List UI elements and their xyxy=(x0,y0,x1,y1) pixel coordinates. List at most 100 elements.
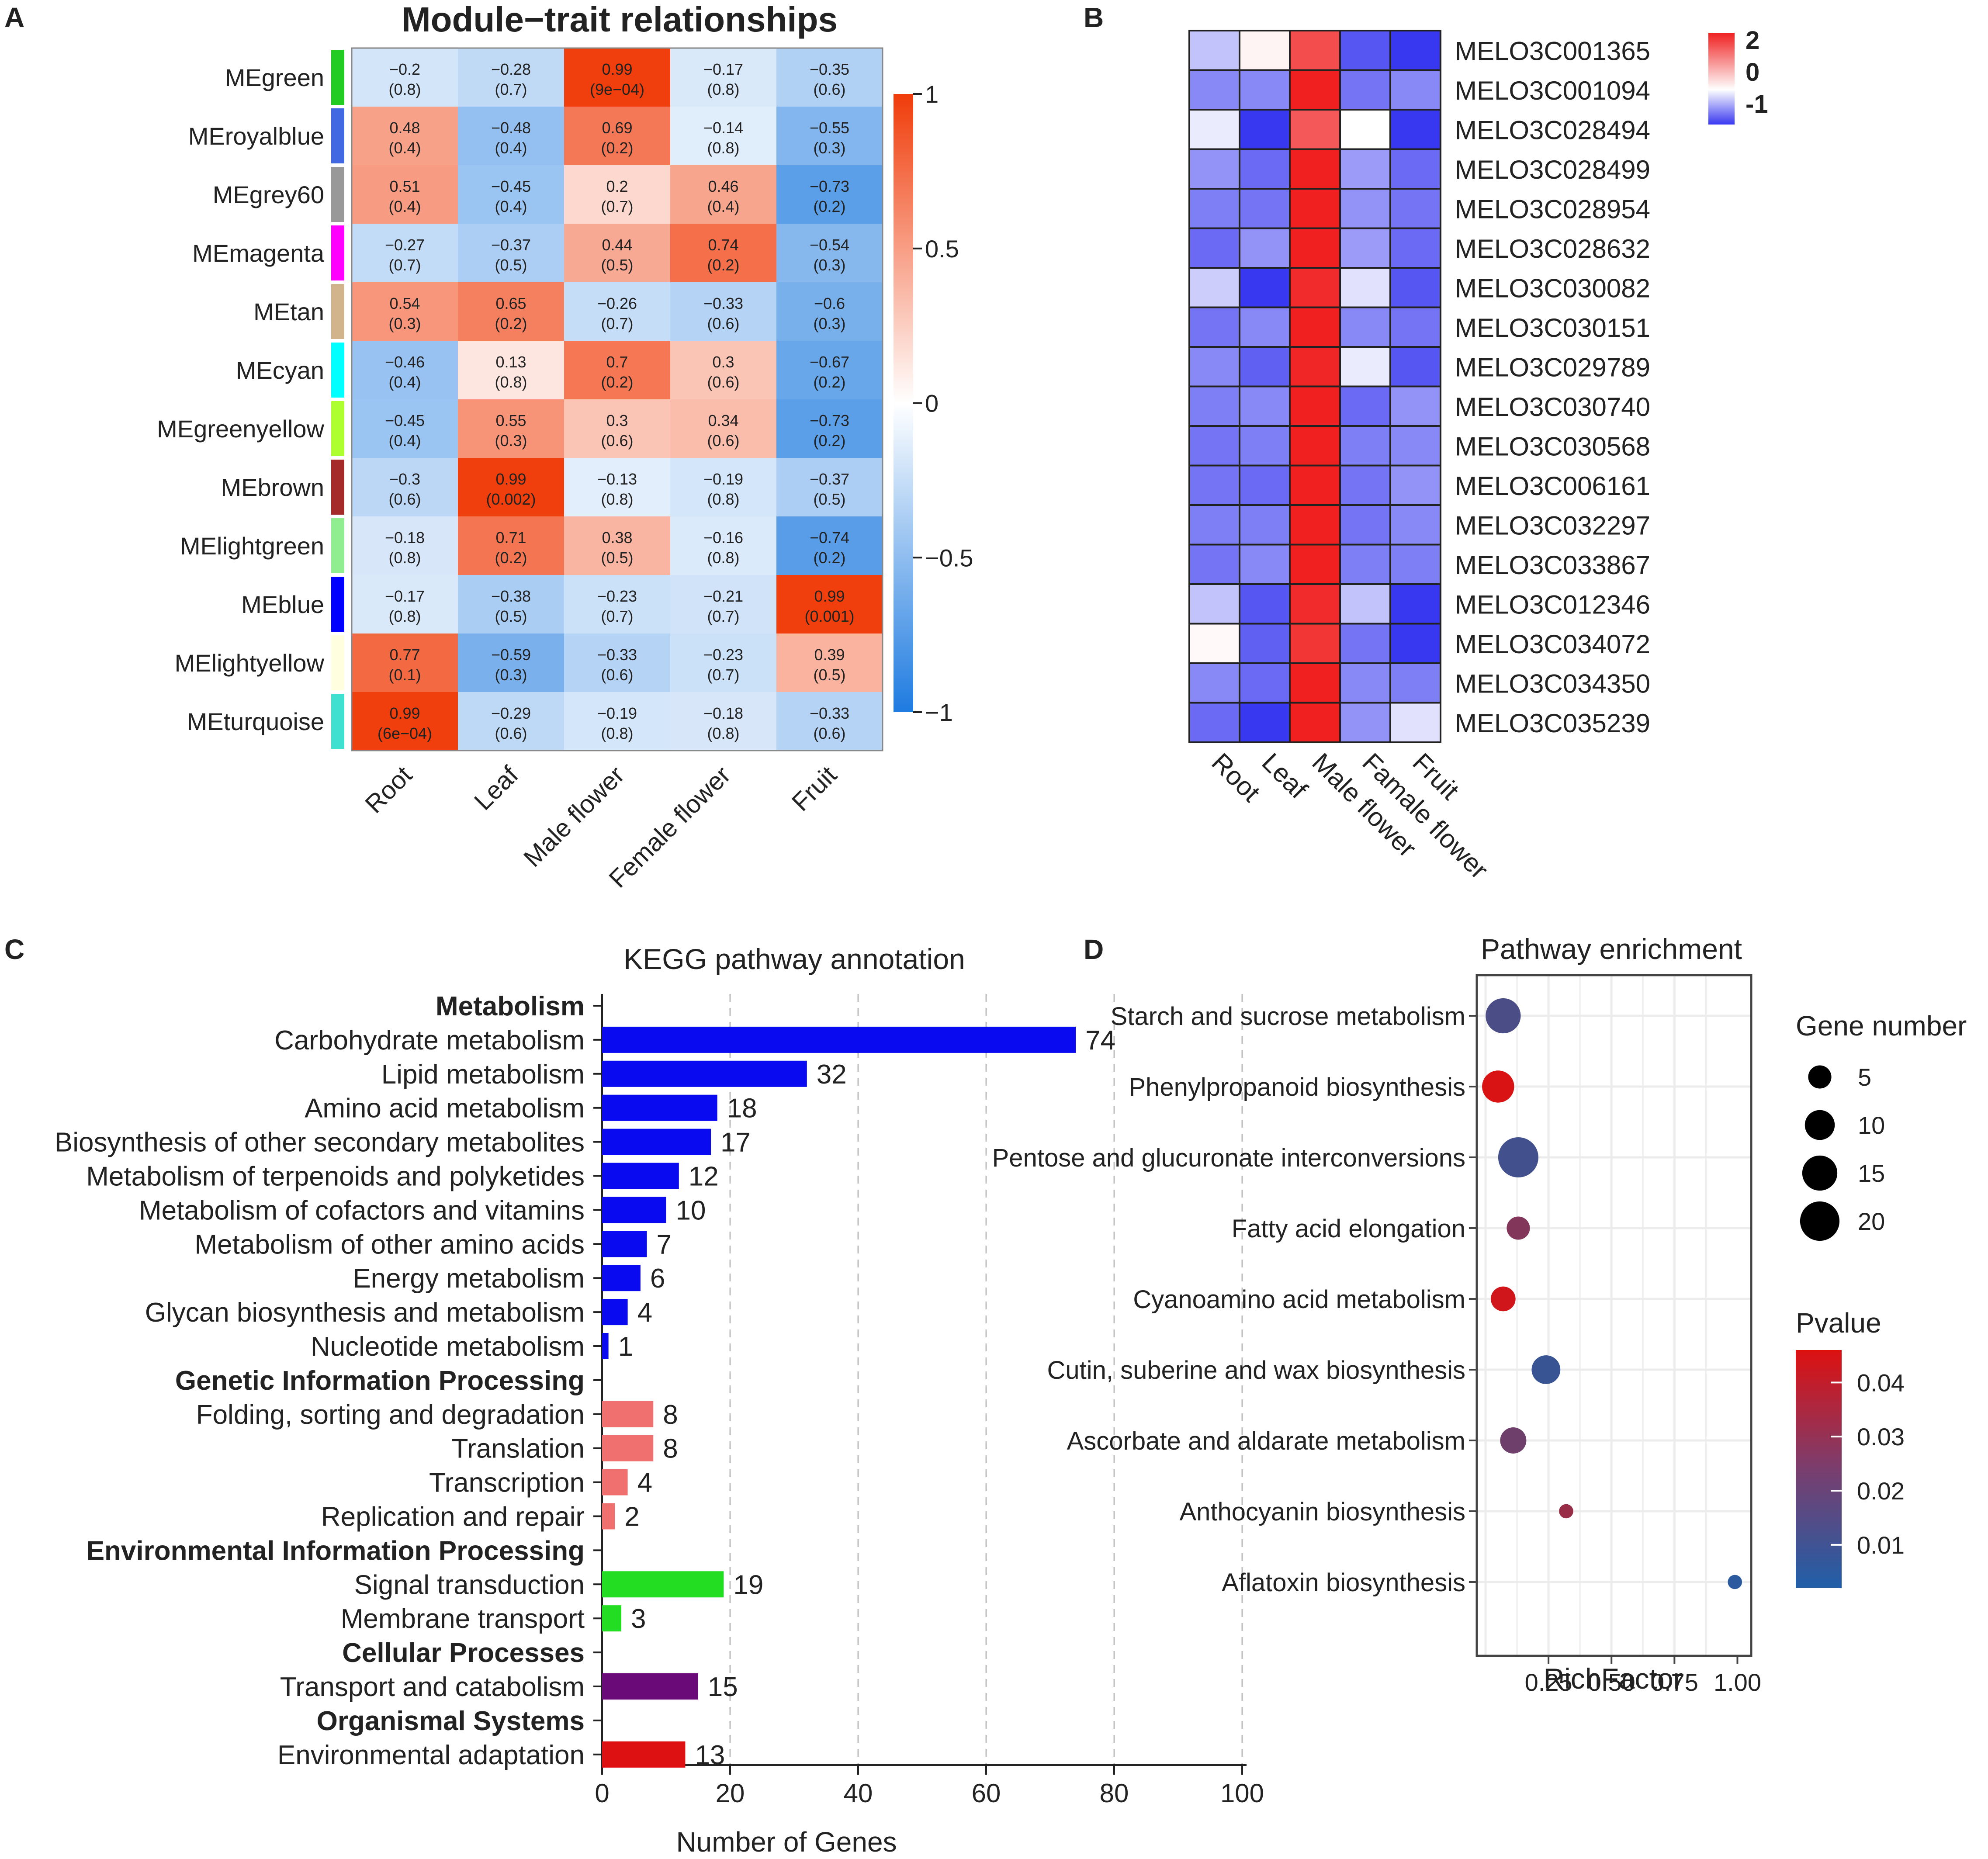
heatmap-cell xyxy=(1188,306,1240,348)
cell-pvalue: (0.5) xyxy=(495,607,527,625)
bar xyxy=(602,1060,807,1087)
cell-correlation: 0.46 xyxy=(708,177,738,195)
cell-correlation: −0.73 xyxy=(810,412,849,429)
heatmap-cell xyxy=(1339,148,1391,190)
heatmap-cell xyxy=(458,224,564,282)
bar xyxy=(602,1435,654,1461)
heatmap-cell xyxy=(352,516,458,575)
heatmap-cell xyxy=(1289,69,1341,111)
heatmap-cell xyxy=(1188,385,1240,427)
pathway-label: Nucleotide metabolism xyxy=(311,1332,585,1362)
heatmap-cell xyxy=(670,224,776,282)
heatmap-cell xyxy=(458,48,564,107)
cell-pvalue: (0.7) xyxy=(707,607,739,625)
category-header: Genetic Information Processing xyxy=(175,1366,585,1396)
cell-pvalue: (0.8) xyxy=(388,549,421,567)
pathway-label: Folding, sorting and degradation xyxy=(196,1400,585,1430)
row-label: MEturquoise xyxy=(187,708,324,735)
cell-pvalue: (0.8) xyxy=(495,373,527,391)
panel-c-kegg-bar-chart: KEGG pathway annotation 0 20 40 60 80 100 Numbe… xyxy=(55,943,1264,1858)
size-legend-dot xyxy=(1808,1065,1832,1089)
heatmap-cell xyxy=(1289,188,1341,229)
plot-background xyxy=(1477,975,1751,1656)
heatmap-cell xyxy=(1389,583,1441,625)
heatmap-cell xyxy=(776,516,883,575)
cell-pvalue: (0.7) xyxy=(601,607,633,625)
heatmap-cell xyxy=(670,399,776,458)
bar xyxy=(602,1469,628,1496)
heatmap-cell xyxy=(1389,425,1441,467)
enrichment-dot xyxy=(1531,1355,1561,1384)
cell-correlation: 0.34 xyxy=(708,412,738,429)
cell-pvalue: (0.8) xyxy=(388,607,421,625)
bar-value-label: 8 xyxy=(663,1434,678,1464)
cell-pvalue: (0.8) xyxy=(707,724,739,742)
bar xyxy=(602,1333,609,1359)
cell-pvalue: (0.3) xyxy=(388,315,421,332)
cell-correlation: −0.74 xyxy=(810,529,849,547)
heatmap-cell xyxy=(1188,188,1240,229)
cell-pvalue: (0.2) xyxy=(495,315,527,332)
cell-correlation: −0.18 xyxy=(385,529,425,547)
cell-correlation: −0.27 xyxy=(385,236,425,254)
heatmap-cell xyxy=(564,516,670,575)
module-color-swatch xyxy=(331,635,344,690)
cell-pvalue: (0.5) xyxy=(495,256,527,274)
module-color-swatch xyxy=(331,577,344,632)
cell-correlation: 0.51 xyxy=(389,177,420,195)
bar xyxy=(602,1231,647,1257)
cell-correlation: −0.67 xyxy=(810,353,849,371)
heatmap-cell xyxy=(670,107,776,165)
heatmap-cell xyxy=(1339,188,1391,229)
gene-label: MELO3C034350 xyxy=(1455,669,1650,698)
heatmap-cell xyxy=(670,575,776,634)
heatmap-cell xyxy=(1389,148,1441,190)
module-color-swatch xyxy=(331,108,344,163)
row-label: MEblue xyxy=(241,591,324,618)
cell-pvalue: (0.001) xyxy=(804,607,854,625)
color-legend-title: Pvalue xyxy=(1796,1307,1881,1339)
heatmap-cell xyxy=(1389,702,1441,743)
pathway-label: Replication and repair xyxy=(321,1502,585,1532)
cell-pvalue: (0.8) xyxy=(388,80,421,98)
heatmap-cell xyxy=(1239,504,1291,546)
heatmap-cell xyxy=(1389,227,1441,269)
cell-correlation: 0.55 xyxy=(495,412,526,429)
heatmap-cell xyxy=(458,516,564,575)
row-label: MEroyalblue xyxy=(188,122,324,150)
bar xyxy=(602,1129,711,1155)
bar xyxy=(602,1605,621,1632)
heatmap-cell xyxy=(1289,385,1341,427)
cell-pvalue: (0.4) xyxy=(495,197,527,215)
cell-correlation: −0.38 xyxy=(491,587,531,605)
bar-value-label: 4 xyxy=(637,1298,652,1328)
bar-value-label: 19 xyxy=(733,1570,763,1600)
heatmap-cell xyxy=(352,48,458,107)
cell-correlation: −0.33 xyxy=(703,294,743,312)
heatmap-cell xyxy=(776,282,883,341)
gene-label: MELO3C030740 xyxy=(1455,392,1650,422)
heatmap-cell xyxy=(670,165,776,224)
heatmap-cell xyxy=(1239,109,1291,150)
heatmap-cell xyxy=(776,341,883,399)
bar-value-label: 2 xyxy=(624,1502,639,1532)
cell-pvalue: (0.002) xyxy=(486,490,536,508)
size-legend-label: 5 xyxy=(1858,1063,1871,1091)
x-tick-label: 0.50 xyxy=(1588,1669,1635,1696)
bar-value-label: 17 xyxy=(720,1128,751,1158)
heatmap-cell xyxy=(1188,30,1240,71)
heatmap-cell xyxy=(1239,464,1291,506)
cell-correlation: 0.99 xyxy=(814,587,845,605)
size-legend-label: 10 xyxy=(1858,1111,1885,1139)
gene-label: MELO3C028499 xyxy=(1455,155,1650,184)
cell-correlation: 0.99 xyxy=(602,60,632,78)
heatmap-cell xyxy=(1389,623,1441,664)
heatmap-cell xyxy=(564,224,670,282)
heatmap-cell xyxy=(1289,227,1341,269)
heatmap-cell xyxy=(1389,464,1441,506)
cell-correlation: −0.14 xyxy=(703,119,743,137)
heatmap-cell xyxy=(1389,30,1441,71)
module-color-swatch xyxy=(331,167,344,222)
bar-value-label: 4 xyxy=(637,1468,652,1498)
heatmap-cell xyxy=(1188,583,1240,625)
